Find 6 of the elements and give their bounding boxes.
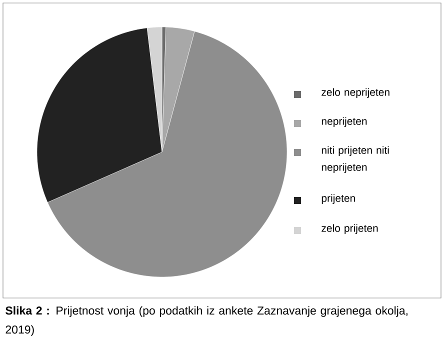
legend-label: zelo prijeten xyxy=(322,224,378,234)
legend-label: neprijeten xyxy=(322,117,367,127)
legend-label: prijeten xyxy=(322,194,355,204)
legend-label: zelo neprijeten xyxy=(322,88,390,98)
text: Slika 2 : Prijetnost vonja (po podatkih iz ankete Zaznavanje grajenega okolja, 2019) xyxy=(6,306,408,336)
legend-label: niti prijeten niti neprijeten xyxy=(322,146,389,173)
